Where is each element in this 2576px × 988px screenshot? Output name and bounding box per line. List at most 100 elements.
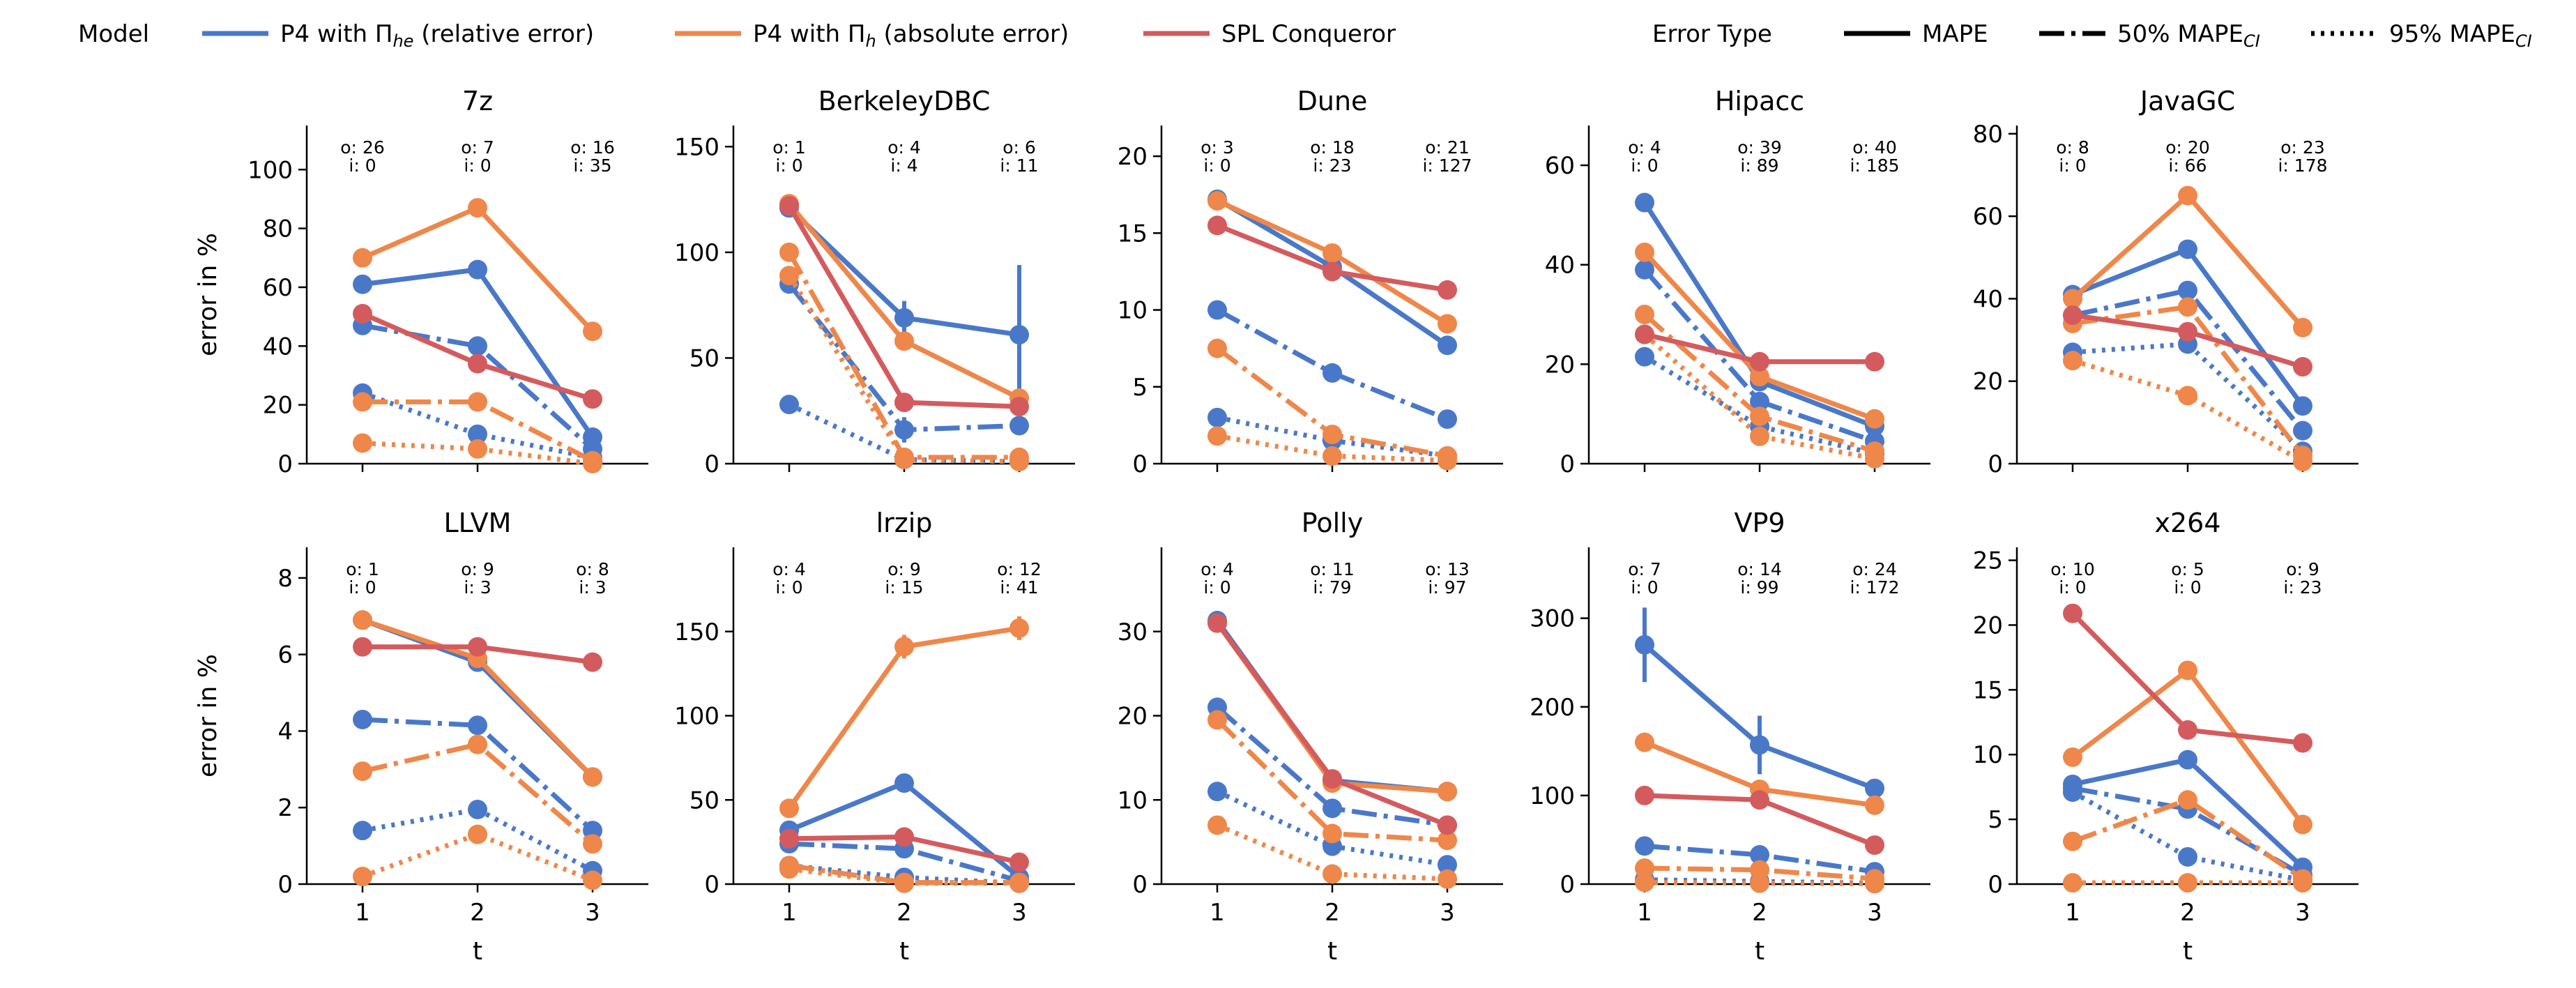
data-point [1207,613,1227,633]
y-axis-label: error in % [194,654,222,777]
data-point [2293,814,2312,835]
panel-title: Dune [1297,86,1368,116]
annotation-outliers: o: 13 [1425,559,1469,579]
data-point [1323,425,1342,445]
series-p4_h-mape [2063,660,2312,835]
data-point [2063,603,2082,623]
data-point [2178,660,2197,681]
data-point [1438,409,1457,430]
data-point [1635,192,1654,213]
data-point [353,637,372,657]
data-point [583,767,602,787]
data-point [1865,874,1884,894]
data-point [2293,317,2312,337]
y-tick-label: 0 [1988,871,2003,899]
series-line [1215,718,1448,843]
y-tick-label: 25 [1973,547,2003,575]
data-point [1750,845,1769,865]
panel-title: LLVM [444,508,512,538]
data-point [894,331,914,351]
data-point [779,828,799,849]
annotation-inliers: i: 0 [349,155,376,176]
series-p4_h-mape50 [353,734,602,854]
data-point [1207,815,1227,835]
data-point [583,821,602,841]
data-point [1750,790,1769,810]
x-tick-label: 2 [897,899,912,927]
x-tick-label: 1 [782,899,797,927]
annotation-outliers: o: 14 [1737,559,1781,579]
y-tick-label: 60 [263,274,293,302]
series-line [788,862,1019,886]
series-p4_h-mape95 [1207,426,1457,471]
y-tick-label: 8 [277,565,293,593]
data-point [1207,338,1227,358]
series-line [362,323,595,451]
annotation-outliers: o: 40 [1852,137,1896,158]
y-tick-label: 6 [277,641,293,669]
y-tick-label: 2 [277,794,293,822]
series-line [361,390,593,460]
annotation-outliers: o: 8 [576,559,609,579]
data-point [1438,782,1457,802]
data-point [353,867,372,887]
y-tick-label: 20 [1973,368,2003,396]
annotation-inliers: i: 97 [1428,577,1466,598]
series-p4_h-mape95 [1635,872,1884,894]
data-point [468,392,487,412]
y-axis-label: error in % [194,233,222,356]
data-point [1438,280,1457,300]
x-tick-label: 1 [2065,899,2080,927]
data-point [1635,785,1654,805]
y-tick-label: 150 [674,133,719,161]
series-spl-mape [2063,603,2312,753]
series-p4_h-mape95 [2063,873,2312,893]
data-point [2178,720,2197,740]
data-point [1207,191,1227,211]
data-point [1009,397,1029,417]
annotation-outliers: o: 9 [461,559,494,579]
data-point [1865,351,1884,372]
data-point [2063,305,2082,326]
series-line [1215,621,1449,828]
data-point [1438,314,1457,334]
annotation-inliers: i: 4 [890,155,917,176]
x-axis-label: t [1327,937,1337,966]
data-point [1750,735,1769,755]
x-tick-label: 2 [1752,899,1767,927]
data-point [2063,873,2082,893]
data-point [2178,185,2197,206]
data-point [353,709,372,729]
data-point [1750,391,1769,411]
panel-title: Hipacc [1715,86,1804,116]
x-axis-label: t [2183,937,2193,966]
data-point [353,248,372,268]
annotation-outliers: o: 9 [887,559,921,579]
x-tick-label: 3 [1440,899,1455,927]
panel-dune: Dune 0 5 10 15 20 o: 3i: 0 o: 18i: 23 o: 21i: 12… [1118,86,1503,478]
annotation-outliers: o: 20 [2165,137,2209,158]
data-point [779,798,799,819]
y-tick-label: 150 [674,618,719,646]
data-point [1009,325,1029,345]
data-point [1865,409,1884,429]
annotation-inliers: i: 35 [573,155,611,176]
series-p4_h-mape95 [1207,815,1457,889]
series-p4_h-mape [353,610,602,787]
data-point [2063,831,2082,851]
data-point [1009,618,1029,638]
annotation-inliers: i: 79 [1313,577,1351,598]
annotation-outliers: o: 7 [1628,559,1661,579]
series-line [2071,358,2304,464]
data-point [468,734,487,754]
series-line [2072,288,2305,432]
annotation-outliers: o: 5 [2171,559,2204,579]
annotation-outliers: o: 4 [1628,137,1661,158]
data-point [894,827,914,847]
data-point [2293,452,2312,472]
y-tick-label: 15 [1973,676,2003,704]
data-point [468,824,487,844]
y-tick-label: 20 [1545,351,1575,379]
data-point [353,392,372,412]
